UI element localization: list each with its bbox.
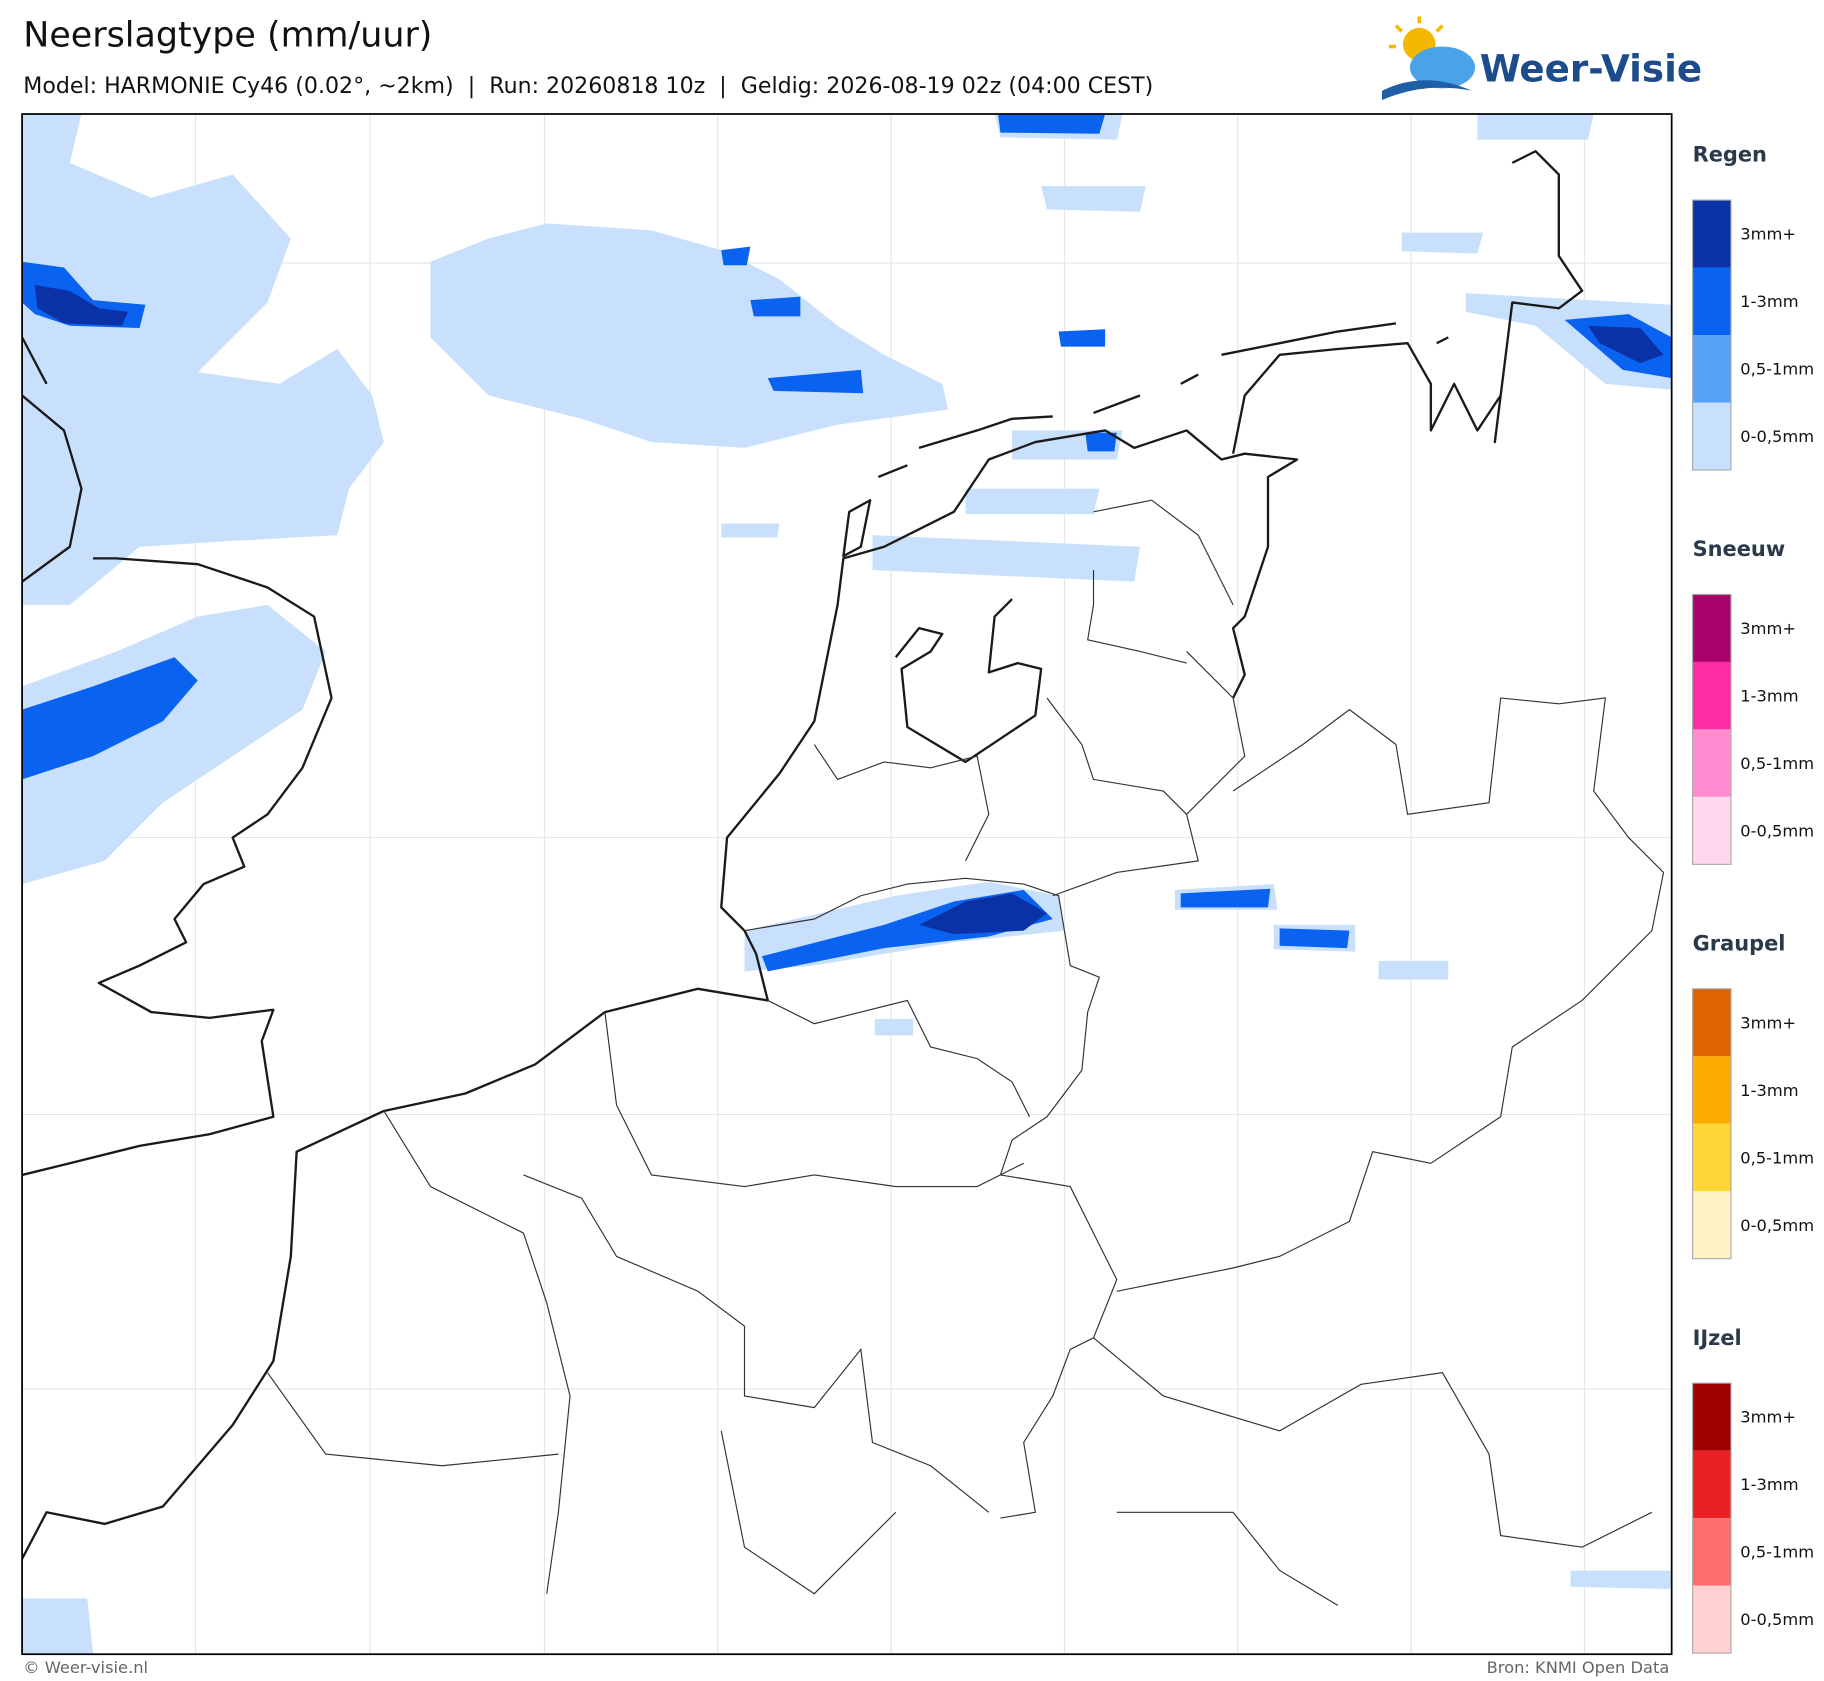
legend-label: 3mm+ [1740,225,1796,244]
precip-heavy [34,285,1664,935]
legend-swatch [1692,1056,1731,1124]
legend-swatch [1692,594,1731,662]
legend-frame [1692,199,1732,471]
legend-label: 0,5-1mm [1740,754,1814,773]
logo: Weer-Visie [1382,16,1702,101]
title: Neerslagtype (mm/uur) [23,16,432,56]
legend-swatch [1692,729,1731,797]
legend-label: 1-3mm [1740,1475,1798,1494]
coastlines [22,150,1584,1560]
legend-label: 0,5-1mm [1740,1148,1814,1167]
map [21,113,1673,1656]
legend-swatch [1692,1450,1731,1519]
legend-title: Regen [1693,143,1767,167]
legend-swatch [1692,988,1731,1057]
borders [267,499,1665,1606]
legend-swatch [1692,200,1731,268]
legend-label: 1-3mm [1740,686,1798,705]
legend-swatch [1692,1191,1731,1259]
footer-left: © Weer-visie.nl [23,1658,148,1677]
legend-label: 3mm+ [1740,619,1796,638]
legend-swatch [1692,1123,1731,1192]
legend-swatch [1692,1518,1731,1586]
legend-label: 1-3mm [1740,1081,1798,1100]
legend-swatch [1692,1585,1731,1654]
subtitle: Model: HARMONIE Cy46 (0.02°, ~2km) | Run… [23,73,1153,99]
legend-frame [1692,1382,1732,1654]
legend-label: 3mm+ [1740,1408,1796,1427]
legend-label: 0-0,5mm [1740,1610,1814,1629]
legend-swatch [1692,1383,1731,1451]
legend-frame [1692,988,1732,1260]
legend-swatch [1692,335,1731,403]
legend-frame [1692,593,1732,865]
legend-label: 1-3mm [1740,292,1798,311]
legend-title: Sneeuw [1693,537,1786,561]
legend-label: 0-0,5mm [1740,1216,1814,1235]
legend-title: Graupel [1693,931,1786,955]
legend-label: 0-0,5mm [1740,821,1814,840]
logo-text: Weer-Visie [1480,46,1702,90]
legend: Regen 3mm+ 1-3mm 0,5-1mm 0-0,5mm Sneeuw 3mm+ 1-… [1692,143,1814,1654]
legend-title: IJzel [1693,1326,1742,1350]
legend-label: 0,5-1mm [1740,1543,1814,1562]
legend-swatch [1692,661,1731,730]
legend-label: 3mm+ [1740,1013,1796,1032]
legend-label: 0-0,5mm [1740,427,1814,446]
legend-label: 0,5-1mm [1740,360,1814,379]
legend-swatch [1692,267,1731,336]
footer-right: Bron: KNMI Open Data [1487,1658,1670,1677]
legend-swatch [1692,402,1731,470]
legend-swatch [1692,796,1731,865]
